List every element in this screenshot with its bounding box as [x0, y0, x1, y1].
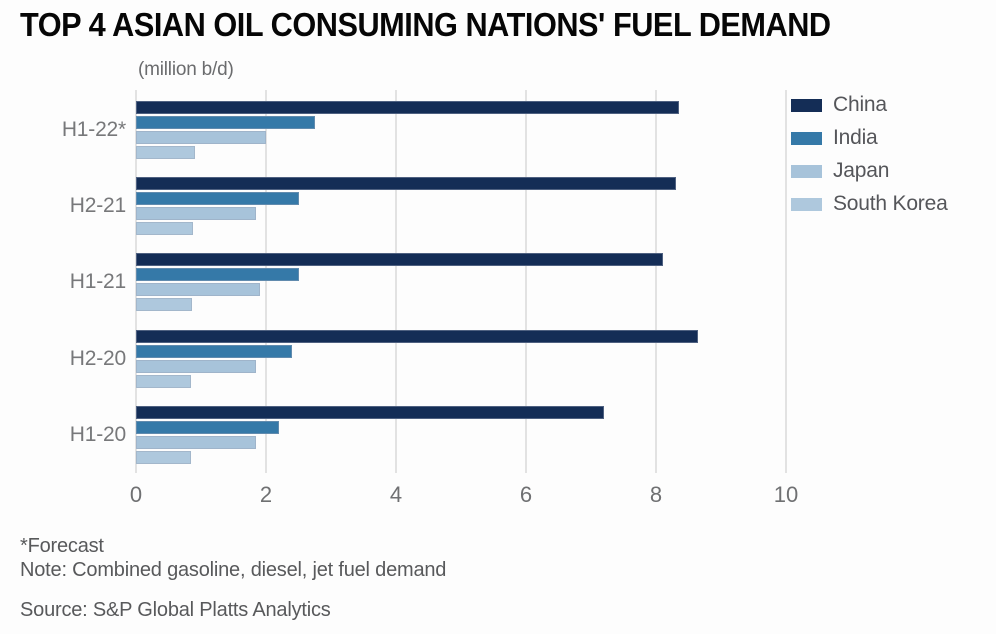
- x-tick-label-10: 10: [773, 482, 799, 507]
- bar-china-h1-21: [136, 253, 663, 267]
- legend-label-japan: Japan: [833, 159, 890, 182]
- category-label-h2-21: H2-21: [69, 194, 126, 218]
- legend-item-india: India: [791, 125, 948, 151]
- bar-south-korea-h2-20: [136, 374, 192, 388]
- category-label-h2-20: H2-20: [69, 346, 126, 370]
- forecast-footnote: *Forecast: [20, 535, 104, 557]
- category-label-h1-21: H1-21: [69, 270, 126, 294]
- bar-japan-h1-22: [136, 131, 266, 144]
- x-tick-label-0: 0: [129, 482, 143, 507]
- legend-swatch-south-korea: [791, 197, 822, 211]
- bar-china-h2-20: [136, 329, 699, 343]
- bar-south-korea-h1-20: [136, 450, 191, 464]
- note-footnote: Note: Combined gasoline, diesel, jet fue…: [20, 559, 447, 581]
- legend-label-china: China: [833, 93, 887, 116]
- bar-india-h1-21: [136, 268, 299, 282]
- axis-units-label: (million b/d): [138, 59, 234, 80]
- legend-swatch-china: [791, 98, 822, 112]
- bar-south-korea-h1-22: [136, 146, 195, 159]
- bar-japan-h2-20: [136, 359, 257, 373]
- bar-china-h1-20: [136, 405, 604, 419]
- legend-item-china: China: [791, 92, 948, 118]
- bar-china-h2-21: [136, 177, 676, 191]
- bar-japan-h2-21: [136, 207, 257, 221]
- legend-item-japan: Japan: [791, 158, 948, 184]
- x-tick-label-2: 2: [259, 482, 273, 507]
- legend-swatch-india: [791, 131, 822, 145]
- bar-china-h1-22: [136, 101, 679, 114]
- legend-item-south-korea: South Korea: [791, 191, 948, 217]
- legend-label-south-korea: South Korea: [833, 192, 948, 215]
- gridline-x-10: [785, 90, 787, 473]
- category-label-h1-20: H1-20: [69, 422, 126, 446]
- bar-japan-h1-20: [136, 435, 257, 449]
- bar-south-korea-h2-21: [136, 222, 193, 236]
- source-footnote: Source: S&P Global Platts Analytics: [20, 599, 331, 621]
- gridline-x-0: [135, 90, 137, 473]
- plot-area: [135, 90, 787, 473]
- x-tick-label-4: 4: [389, 482, 403, 507]
- gridline-x-6: [525, 90, 527, 473]
- category-label-h1-22: H1-22*: [61, 118, 126, 141]
- gridline-x-2: [265, 90, 267, 473]
- x-tick-label-6: 6: [519, 482, 533, 507]
- chart-title: TOP 4 ASIAN OIL CONSUMING NATIONS' FUEL …: [20, 6, 831, 43]
- gridline-x-8: [655, 90, 657, 473]
- bar-japan-h1-21: [136, 283, 260, 297]
- legend-swatch-japan: [791, 164, 822, 178]
- x-tick-label-8: 8: [649, 482, 663, 507]
- bar-india-h1-22: [136, 116, 315, 129]
- bar-south-korea-h1-21: [136, 298, 192, 312]
- legend-label-india: India: [833, 126, 878, 149]
- legend: China India Japan South Korea: [791, 92, 948, 224]
- bar-india-h2-20: [136, 344, 292, 358]
- bar-india-h1-20: [136, 420, 279, 434]
- bar-india-h2-21: [136, 192, 299, 206]
- gridline-x-4: [395, 90, 397, 473]
